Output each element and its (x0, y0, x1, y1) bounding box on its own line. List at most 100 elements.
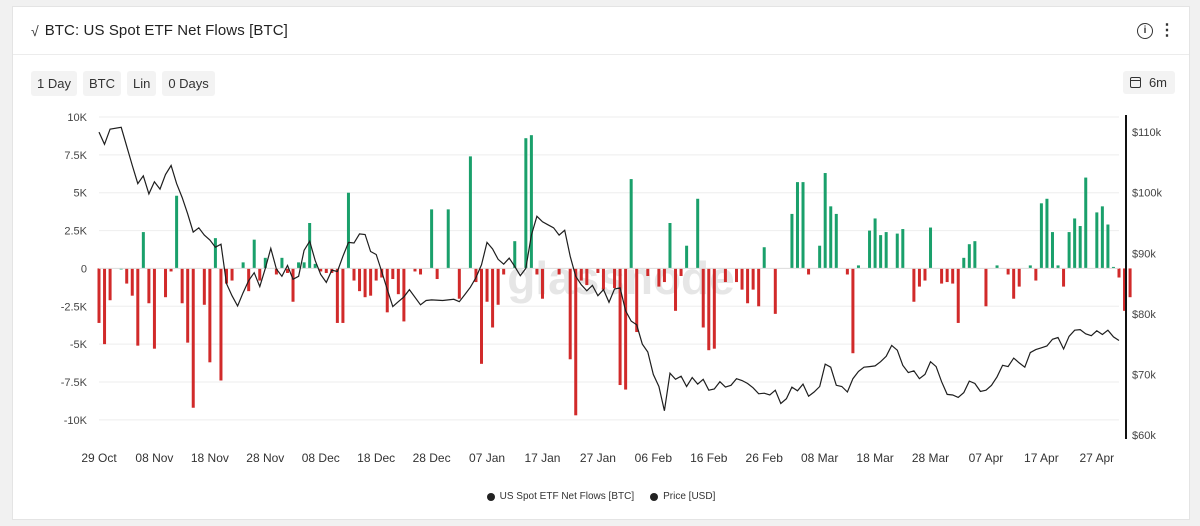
calendar-icon (1129, 77, 1141, 88)
flow-bar (973, 241, 977, 269)
date-range-button[interactable]: 6m (1122, 71, 1175, 94)
flow-bar (1073, 218, 1077, 269)
flow-bar (485, 268, 489, 302)
legend-label-flows: US Spot ETF Net Flows [BTC] (499, 491, 635, 502)
flow-bar (895, 233, 899, 269)
flow-bar (1078, 226, 1082, 269)
flow-bar (674, 268, 678, 311)
info-icon[interactable]: i (1137, 23, 1153, 39)
legend-dot-icon (486, 492, 495, 501)
flow-bar (1062, 268, 1066, 287)
x-axis: 29 Oct 08 Nov 18 Nov 28 Nov 08 Dec 18 Dec 28 D… (81, 451, 1114, 465)
flow-bar (308, 223, 312, 269)
chart-title: BTC: US Spot ETF Net Flows [BTC] (44, 22, 288, 39)
y-tick-label: 5K (74, 188, 88, 200)
flow-bar (169, 268, 173, 272)
y2-tick-label: $100k (1132, 188, 1162, 200)
flow-bar (795, 182, 799, 269)
flow-bar (291, 268, 295, 302)
flow-bar (596, 268, 600, 273)
flow-bar (1028, 265, 1032, 269)
flow-bar (374, 268, 378, 281)
left-y-axis: 10K 7.5K 5K 2.5K 0 -2.5K -5K -7.5K -10K (61, 112, 88, 427)
moving-average-button[interactable]: 0 Days (162, 71, 215, 96)
x-tick-label: 18 Mar (856, 451, 893, 465)
flow-bar (1045, 198, 1049, 269)
flow-bar (696, 198, 700, 269)
flow-bar (496, 268, 500, 305)
flow-bar (1039, 203, 1043, 269)
flow-bar (856, 265, 860, 269)
legend-item-price[interactable]: Price [USD] (650, 491, 715, 502)
flow-bar (629, 179, 633, 269)
flow-bar (884, 232, 888, 269)
flow-bar (984, 268, 988, 307)
x-tick-label: 16 Feb (690, 451, 728, 465)
flow-bar (746, 268, 750, 304)
flow-bar (1111, 266, 1115, 269)
flow-bar (175, 195, 179, 269)
flow-bar (624, 268, 628, 390)
y-tick-label: 7.5K (64, 150, 87, 162)
flow-bar (202, 268, 206, 305)
flow-bar (241, 262, 245, 269)
flow-bar (263, 257, 267, 269)
legend-item-flows[interactable]: US Spot ETF Net Flows [BTC] (486, 491, 635, 502)
flow-bar (868, 230, 872, 269)
x-tick-label: 07 Apr (969, 451, 1004, 465)
flow-bar (324, 268, 328, 273)
flow-bar (1006, 268, 1010, 275)
y-tick-label: -2.5K (61, 301, 88, 313)
flow-bar (1084, 177, 1088, 269)
scale-button[interactable]: Lin (126, 71, 157, 96)
flow-bar (446, 209, 450, 269)
flow-bar (335, 268, 339, 323)
flow-bar (164, 268, 168, 298)
x-tick-label: 26 Feb (746, 451, 784, 465)
flow-bar (1095, 212, 1099, 269)
flow-bar (363, 268, 367, 298)
flow-bar (430, 209, 434, 269)
flow-bar (618, 268, 622, 386)
flow-bar (369, 268, 373, 296)
flow-bar (535, 268, 539, 275)
chart-line-icon: √ (31, 22, 39, 39)
flow-bar (901, 229, 905, 269)
y-tick-label: -10K (64, 415, 88, 427)
chart-area: glassnode 10K7.5K5K2.5K0-2.5K-5K-7.5K-10… (61, 112, 1163, 465)
x-tick-label: 08 Dec (302, 451, 340, 465)
y2-tick-label: $80k (1132, 309, 1156, 321)
x-tick-label: 06 Feb (635, 451, 673, 465)
flow-bar (1056, 265, 1060, 269)
flow-bar (258, 268, 262, 281)
flow-bar (1050, 232, 1054, 269)
flow-bar (940, 268, 944, 284)
flow-bar (358, 268, 362, 292)
legend: US Spot ETF Net Flows [BTC] Price [USD] (13, 491, 1189, 502)
flow-bar (751, 268, 755, 290)
flow-bar (701, 268, 705, 328)
flow-bar (557, 268, 561, 275)
more-options-icon[interactable]: ⋮ (1159, 22, 1175, 39)
flow-bar (762, 247, 766, 269)
flow-bar (818, 245, 822, 269)
flow-bar (136, 268, 140, 346)
flow-bar (823, 173, 827, 269)
flow-bar (723, 268, 727, 283)
y-tick-label: 0 (81, 263, 87, 275)
flow-bar (923, 268, 927, 281)
flow-bar (679, 268, 683, 276)
flow-bar (540, 268, 544, 299)
flow-bar (807, 268, 811, 275)
flow-bar (662, 268, 666, 283)
legend-dot-icon (650, 492, 659, 501)
flows-bars (97, 135, 1132, 416)
flow-bar (845, 268, 849, 275)
resolution-button[interactable]: 1 Day (31, 71, 77, 96)
flow-bar (186, 268, 190, 343)
x-tick-label: 17 Jan (524, 451, 560, 465)
flow-bar (945, 268, 949, 283)
currency-button[interactable]: BTC (82, 71, 121, 96)
flow-bar (230, 268, 234, 281)
flow-bar (1017, 268, 1021, 287)
